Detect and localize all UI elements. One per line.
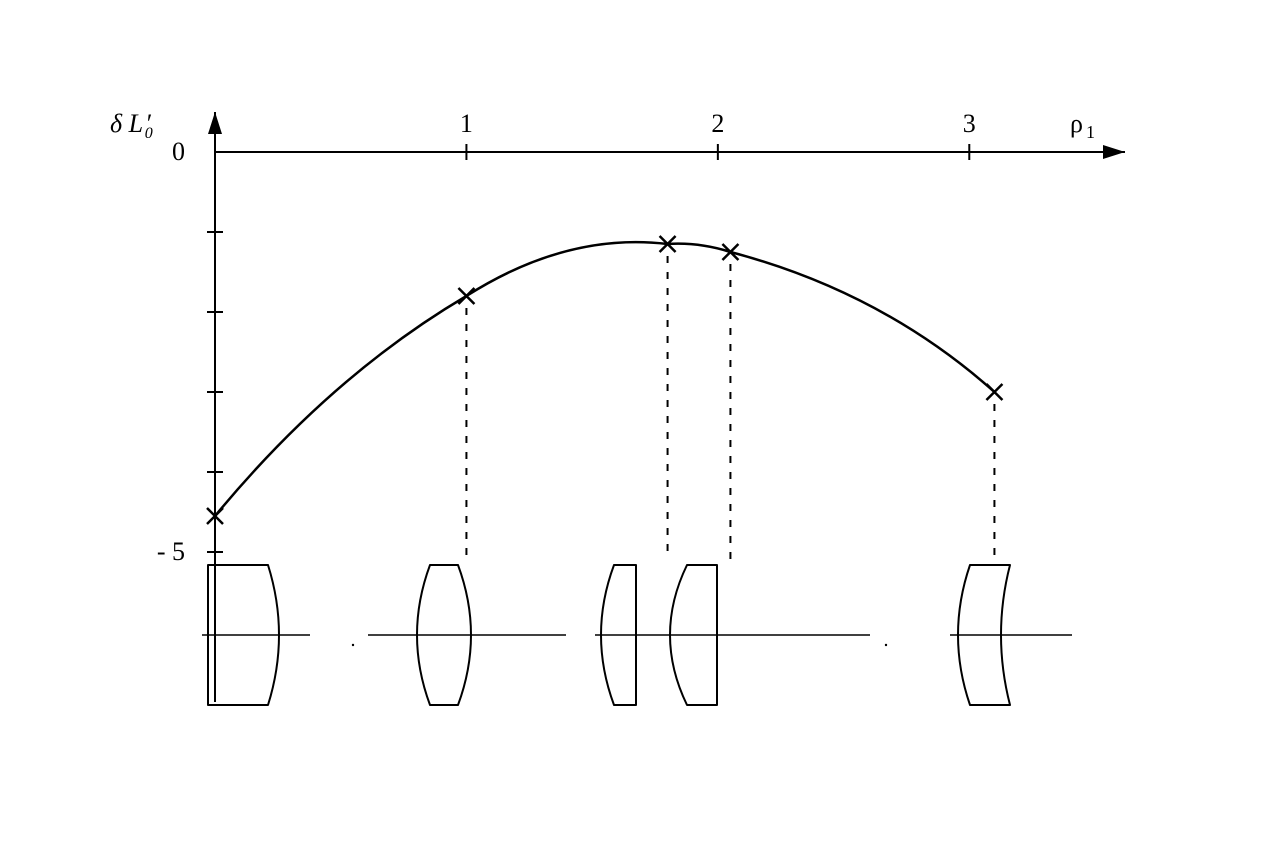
axis-dot (352, 644, 354, 646)
x-tick-label: 3 (963, 109, 976, 138)
y-zero-label: 0 (172, 137, 185, 166)
axis-dot (885, 644, 887, 646)
y-axis-label: δ L′0 (110, 109, 153, 142)
aberration-chart: 123ρ10- 5δ L′0 (0, 0, 1281, 844)
x-tick-label: 2 (711, 109, 724, 138)
y-tick-label-minus5: - 5 (157, 537, 185, 566)
x-tick-label: 1 (460, 109, 473, 138)
